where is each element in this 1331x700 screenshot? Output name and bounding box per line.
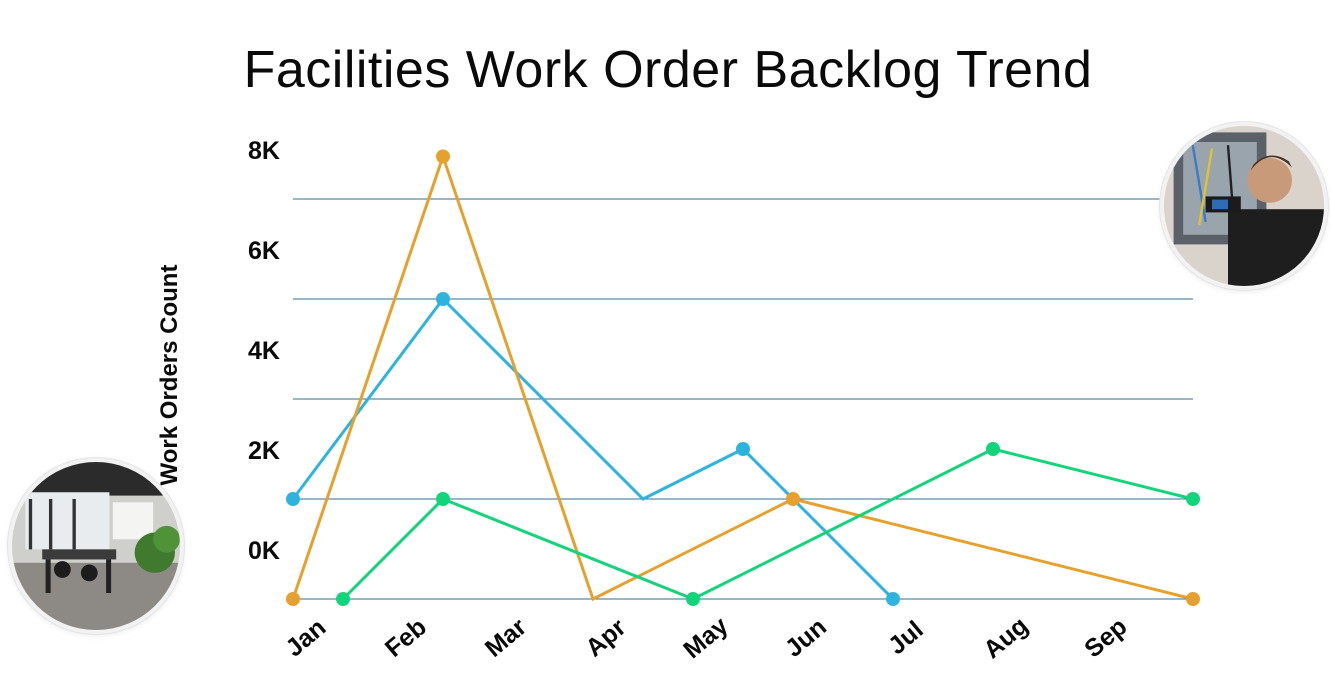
data-point — [286, 492, 300, 506]
office-workspace-photo — [8, 458, 184, 634]
data-point — [286, 592, 300, 606]
chart-title: Facilities Work Order Backlog Trend — [243, 41, 1093, 99]
data-point — [336, 592, 350, 606]
x-tick-label: Feb — [380, 613, 432, 663]
data-point — [436, 492, 450, 506]
technician-photo — [1160, 122, 1328, 290]
data-point — [1186, 592, 1200, 606]
x-tick-label: May — [678, 611, 733, 664]
x-tick-label: Sep — [1079, 612, 1132, 663]
series-line — [291, 151, 1194, 602]
data-point — [686, 592, 700, 606]
x-tick-label: Jul — [883, 616, 929, 661]
x-tick-label: Mar — [480, 613, 532, 663]
y-tick-label: 0K — [248, 537, 280, 565]
y-tick-label: 6K — [248, 237, 280, 265]
x-tick-label: Jan — [280, 613, 331, 662]
data-point — [1186, 492, 1200, 506]
data-point — [886, 592, 900, 606]
y-tick-label: 4K — [248, 337, 280, 365]
data-point — [436, 292, 450, 306]
series-line — [291, 296, 895, 601]
x-tick-label: Jun — [780, 613, 832, 663]
x-tick-label: Apr — [580, 613, 631, 662]
x-tick-label: Aug — [978, 612, 1033, 665]
series-line — [341, 447, 1194, 601]
y-tick-label: 8K — [248, 137, 280, 165]
y-tick-label: 2K — [248, 437, 280, 465]
data-point — [786, 492, 800, 506]
data-point — [736, 442, 750, 456]
data-point — [986, 442, 1000, 456]
data-point — [436, 149, 450, 164]
